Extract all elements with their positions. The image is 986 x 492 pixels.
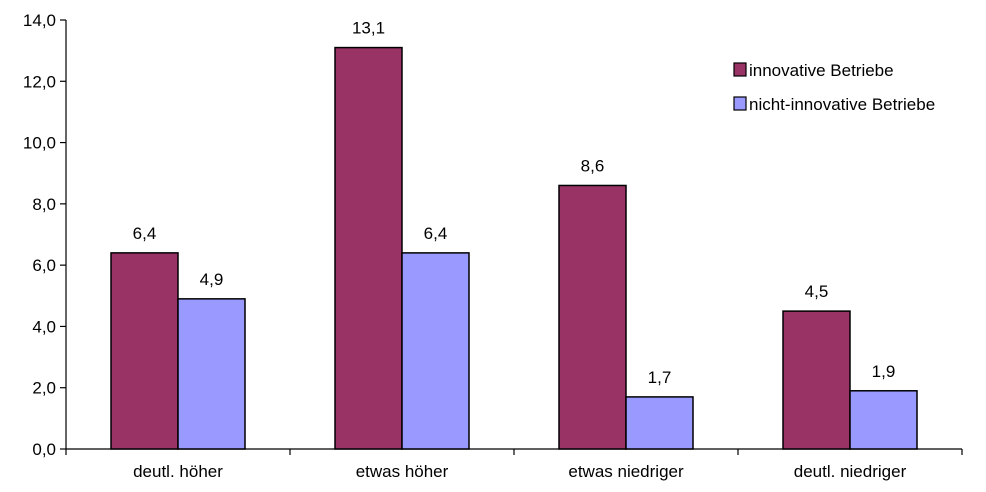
bar-series-2: [401, 252, 470, 450]
y-tick-label: 10,0: [23, 134, 56, 153]
legend: innovative Betriebe nicht-innovative Betr…: [733, 61, 935, 114]
y-axis: 0,0 2,0 4,0 6,0 8,0 10,0 12,0 14,0: [23, 11, 67, 459]
legend-swatch: [733, 62, 747, 77]
bar-series-2: [849, 390, 918, 450]
bar-series-1: [110, 252, 179, 450]
y-tick-label: 12,0: [23, 72, 56, 91]
x-category-label: deutl. höher: [133, 462, 223, 481]
x-category-label: etwas höher: [356, 462, 449, 481]
bar-series-1: [334, 46, 403, 450]
data-label: 6,4: [424, 224, 448, 243]
data-label: 1,9: [872, 362, 896, 381]
bar-series-1: [782, 310, 851, 450]
y-tick-label: 14,0: [23, 11, 56, 30]
bar-series-1: [558, 184, 627, 450]
legend-label: innovative Betriebe: [749, 61, 894, 80]
bars: [110, 46, 918, 450]
data-label: 8,6: [581, 156, 605, 175]
y-tick-label: 4,0: [32, 317, 56, 336]
x-axis: deutl. höher etwas höher etwas niedriger de…: [65, 448, 963, 481]
legend-swatch: [733, 96, 747, 111]
data-label: 13,1: [352, 19, 385, 38]
y-tick-label: 2,0: [32, 379, 56, 398]
x-category-label: etwas niedriger: [568, 462, 684, 481]
data-label: 1,7: [648, 368, 672, 387]
y-tick-label: 8,0: [32, 195, 56, 214]
bar-series-2: [625, 396, 694, 450]
y-tick-label: 6,0: [32, 256, 56, 275]
value-labels: 6,4 13,1 8,6 4,5 4,9 6,4 1,7 1,9: [133, 19, 896, 387]
x-category-label: deutl. niedriger: [794, 462, 907, 481]
data-label: 4,5: [805, 282, 829, 301]
y-tick-label: 0,0: [32, 440, 56, 459]
bar-series-2: [177, 298, 246, 450]
legend-label: nicht-innovative Betriebe: [749, 95, 935, 114]
data-label: 6,4: [133, 224, 157, 243]
data-label: 4,9: [200, 270, 224, 289]
